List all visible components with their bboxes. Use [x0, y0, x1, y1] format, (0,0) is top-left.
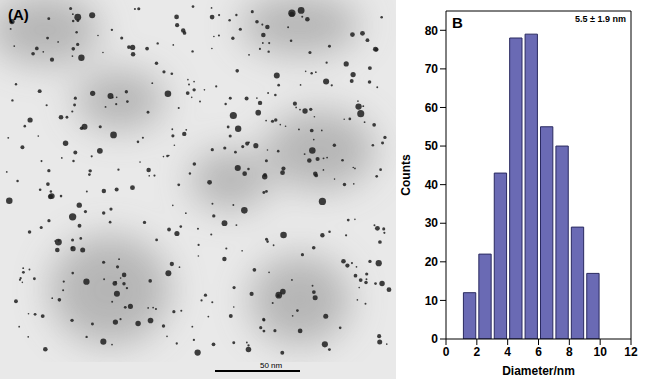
html-text:5.5 ± 1.9 nm: 5.5 ± 1.9 nm	[575, 14, 626, 24]
svg-text:12: 12	[624, 345, 638, 359]
svg-text:8: 8	[566, 345, 573, 359]
svg-text:6: 6	[535, 345, 542, 359]
html-text:B: B	[452, 14, 463, 31]
svg-text:30: 30	[425, 216, 439, 230]
svg-text:20: 20	[425, 255, 439, 269]
svg-text:50 nm: 50 nm	[260, 361, 283, 370]
svg-text:0: 0	[443, 345, 450, 359]
svg-text:0: 0	[431, 332, 438, 346]
svg-text:2: 2	[473, 345, 480, 359]
svg-text:(A): (A)	[8, 6, 29, 23]
svg-text:70: 70	[425, 62, 439, 76]
svg-text:40: 40	[425, 178, 439, 192]
svg-text:80: 80	[425, 24, 439, 38]
svg-text:60: 60	[425, 101, 439, 115]
svg-text:10: 10	[425, 294, 439, 308]
svg-text:10: 10	[593, 345, 607, 359]
svg-text:50: 50	[425, 139, 439, 153]
svg-text:4: 4	[504, 345, 511, 359]
svg-text:Diameter/nm: Diameter/nm	[502, 364, 575, 378]
svg-text:Counts: Counts	[399, 154, 413, 196]
